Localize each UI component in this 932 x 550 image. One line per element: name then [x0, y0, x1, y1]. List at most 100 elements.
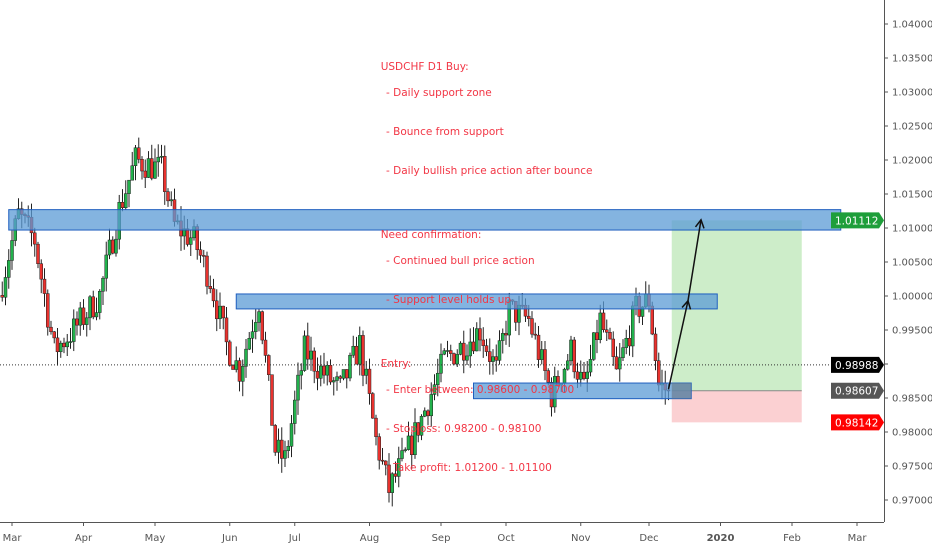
note-reason: - Daily bullish price action after bounc… — [386, 165, 593, 177]
candle — [104, 241, 108, 292]
candle-body — [397, 458, 401, 477]
candle — [595, 319, 599, 354]
candle-body — [601, 312, 606, 331]
time-axis[interactable]: Mar Apr May Jun Jul Aug Sep Oct Nov Dec 2020 Feb Mar — [0, 522, 932, 550]
candle — [111, 236, 115, 255]
candle — [198, 241, 203, 263]
candle — [169, 191, 173, 207]
candle-body — [36, 243, 40, 264]
candle — [260, 310, 264, 345]
candle-body — [484, 345, 489, 352]
candle-body — [241, 366, 245, 382]
candle — [533, 322, 537, 340]
candle-body — [111, 239, 115, 254]
time-tick-label: Dec — [639, 533, 658, 544]
candle — [442, 348, 446, 356]
candle — [250, 319, 255, 353]
candle — [65, 333, 69, 357]
candle-body — [120, 202, 125, 208]
candle-body — [536, 334, 541, 360]
candle — [403, 447, 407, 453]
candle-body — [55, 337, 60, 353]
candle-body — [130, 165, 134, 181]
candle-body — [94, 312, 99, 318]
price-label-badge — [831, 414, 884, 431]
candle — [497, 330, 502, 365]
candle — [335, 371, 339, 391]
candle-body — [280, 439, 284, 459]
candle — [247, 332, 251, 351]
candle — [107, 228, 112, 260]
candle-body — [260, 311, 264, 341]
trade-idea-note[interactable]: USDCHF D1 Buy: - Daily support zone - Bo… — [374, 48, 593, 488]
candle-body — [413, 422, 417, 455]
candle-body — [101, 277, 105, 292]
candle — [143, 159, 147, 189]
candle-body — [384, 460, 388, 466]
candle-body — [221, 305, 225, 319]
candle-body — [618, 357, 622, 370]
note-reason: - Daily support zone — [386, 87, 492, 99]
candle-body — [3, 277, 8, 298]
price-label-badge — [831, 382, 884, 399]
candle — [384, 460, 388, 476]
candle-body — [159, 156, 164, 158]
candle-body — [530, 318, 534, 335]
price-axis[interactable]: 0.97000 0.97500 0.98000 0.98500 0.99500 1.000… — [884, 0, 932, 550]
price-tick-label: 1.01500 — [892, 190, 932, 201]
candle-body — [46, 293, 50, 328]
candle — [598, 304, 602, 344]
candle — [390, 472, 394, 507]
candle-body — [546, 370, 550, 383]
candle — [153, 148, 157, 179]
candle-body — [205, 255, 209, 287]
candle — [72, 309, 76, 352]
note-confirm-title: Need confirmation: — [380, 229, 482, 241]
candle — [85, 311, 89, 337]
candle-body — [605, 329, 609, 333]
candle — [3, 266, 8, 306]
candle — [78, 301, 82, 336]
price-tick-label: 1.03000 — [892, 88, 932, 99]
candle — [75, 311, 79, 336]
candle — [140, 156, 144, 180]
candle — [536, 325, 541, 368]
candle — [189, 229, 193, 256]
candle — [432, 374, 437, 401]
candle — [592, 332, 596, 361]
candle — [361, 330, 365, 387]
note-confirm-item: - Continued bull price action — [386, 255, 535, 267]
note-entry-title: Entry: — [380, 358, 412, 370]
candle — [543, 340, 547, 381]
arrow-head-icon — [681, 299, 692, 310]
candle-body — [85, 317, 89, 325]
candle — [348, 352, 352, 382]
candle-body — [351, 345, 355, 356]
resistance-zone-mid — [235, 293, 718, 310]
candle — [130, 151, 134, 181]
candle-body — [263, 339, 268, 356]
candle-body — [228, 341, 232, 366]
arrow-head-icon — [694, 218, 705, 229]
candle — [341, 369, 346, 381]
candle-body — [341, 369, 346, 379]
candle-body — [237, 360, 242, 382]
candle-body — [208, 286, 212, 290]
candle — [127, 179, 131, 208]
candle-body — [653, 333, 658, 361]
candle-body — [588, 359, 593, 373]
candle-body — [211, 288, 216, 302]
price-label: 1.01112 — [835, 215, 878, 227]
time-axis-bg — [0, 522, 932, 550]
candle — [413, 408, 417, 459]
candle-body — [624, 338, 628, 348]
price-axis-bg — [884, 0, 932, 550]
note-reason: - Bounce from support — [386, 126, 504, 138]
candle-body — [185, 228, 190, 245]
candle-body — [146, 158, 151, 178]
candle-body — [7, 260, 11, 278]
candle-body — [81, 307, 86, 325]
candle-body — [91, 296, 95, 318]
candle-body — [598, 312, 602, 340]
